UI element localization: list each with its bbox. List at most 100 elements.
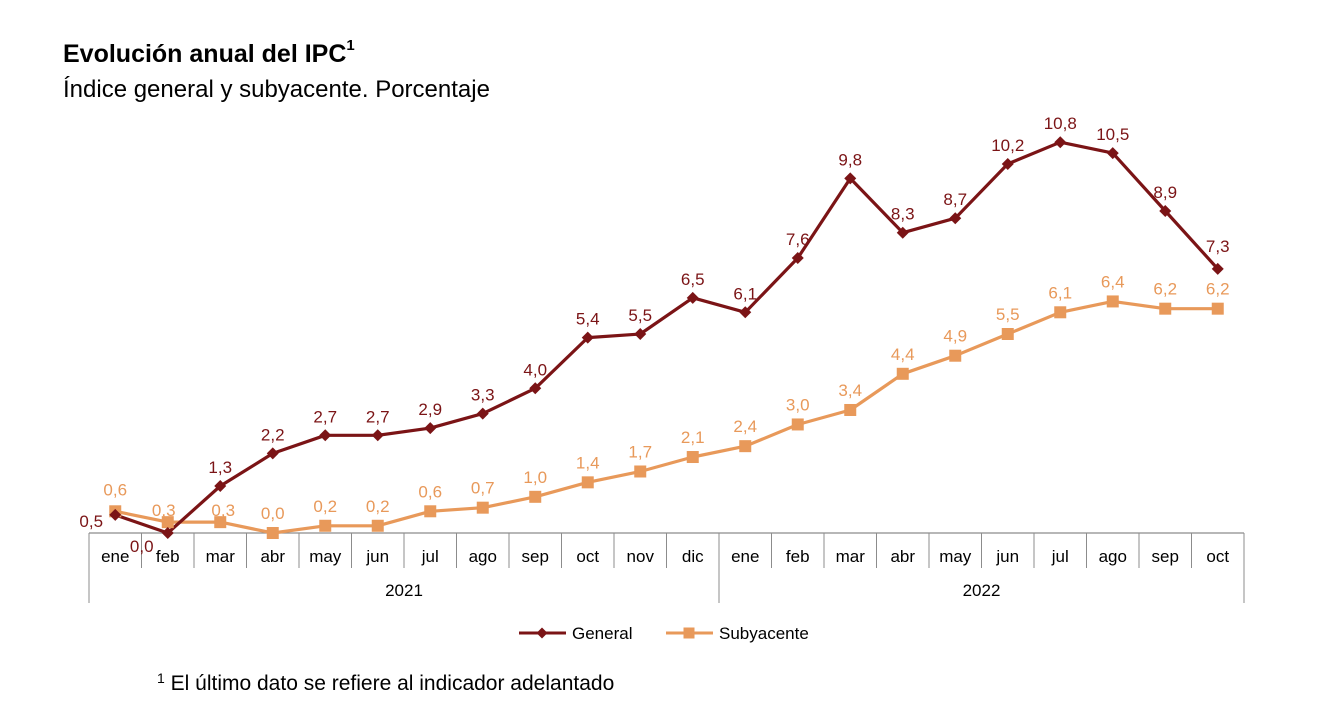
legend-label-general: General [572, 624, 632, 643]
data-label-general: 10,8 [1044, 114, 1077, 133]
x-tick-label: feb [786, 547, 810, 566]
data-point-general [844, 172, 857, 185]
data-point-general [949, 212, 962, 225]
x-tick-label: mar [206, 547, 236, 566]
data-point-general [371, 429, 384, 442]
data-label-subyacente: 6,2 [1153, 280, 1177, 299]
data-point-subyacente [896, 367, 909, 380]
x-tick-label: mar [836, 547, 866, 566]
x-tick-label: nov [627, 547, 655, 566]
data-label-general: 9,8 [838, 150, 862, 169]
footnote: 1 El último dato se refiere al indicador… [157, 670, 615, 696]
x-tick-label: jun [995, 547, 1019, 566]
x-tick-label: feb [156, 547, 180, 566]
year-label: 2021 [385, 581, 423, 600]
x-tick-label: ene [101, 547, 129, 566]
x-tick-label: may [939, 547, 972, 566]
series-line-subyacente [114, 299, 1218, 535]
data-label-general: 8,3 [891, 205, 915, 224]
x-tick-label: abr [260, 547, 285, 566]
data-point-general [1211, 262, 1224, 275]
data-point-general [896, 226, 909, 239]
data-point-subyacente [844, 403, 857, 416]
footnote-text: El último dato se refiere al indicador a… [170, 672, 615, 695]
data-point-subyacente [949, 349, 962, 362]
data-label-subyacente: 4,9 [943, 327, 967, 346]
data-label-subyacente: 6,1 [1048, 283, 1072, 302]
x-tick-label: sep [522, 547, 549, 566]
data-point-general [161, 527, 174, 539]
data-label-subyacente: 3,4 [838, 381, 862, 400]
data-point-general [319, 429, 332, 442]
data-point-subyacente [319, 519, 332, 532]
data-label-general: 3,3 [471, 386, 495, 405]
data-point-general [424, 422, 437, 435]
data-label-general: 2,7 [313, 407, 337, 426]
data-label-subyacente: 1,7 [628, 442, 652, 461]
data-point-subyacente [634, 465, 647, 478]
data-label-subyacente: 6,2 [1206, 280, 1230, 299]
data-label-subyacente: 0,2 [313, 497, 337, 516]
data-label-subyacente: 0,0 [261, 504, 285, 523]
data-label-subyacente: 5,5 [996, 305, 1020, 324]
data-point-subyacente [214, 516, 227, 529]
x-tick-label: ago [1099, 547, 1127, 566]
data-label-general: 2,7 [366, 407, 390, 426]
data-label-subyacente: 0,2 [366, 497, 390, 516]
data-label-subyacente: 4,4 [891, 345, 915, 364]
data-label-subyacente: 2,4 [733, 417, 757, 436]
chart-title: Evolución anual del IPC1 [63, 37, 355, 69]
x-tick-label: sep [1152, 547, 1179, 566]
data-label-general: 2,9 [418, 400, 442, 419]
x-tick-label: jul [1051, 547, 1069, 566]
data-label-general: 6,1 [733, 284, 757, 303]
chart-title-text: Evolución anual del IPC [63, 40, 347, 68]
data-point-general [529, 382, 542, 395]
x-tick-label: dic [682, 547, 704, 566]
legend-label-subyacente: Subyacente [719, 624, 809, 643]
data-label-general: 2,2 [261, 425, 285, 444]
data-label-subyacente: 0,3 [211, 501, 235, 520]
x-tick-label: oct [1206, 547, 1229, 566]
data-label-subyacente: 6,4 [1101, 272, 1125, 291]
x-tick-label: ene [731, 547, 759, 566]
x-tick-label: may [309, 547, 342, 566]
data-point-subyacente [529, 490, 542, 503]
data-point-general [476, 407, 489, 420]
data-point-subyacente [1001, 328, 1014, 340]
data-label-subyacente: 0,3 [152, 501, 176, 520]
data-label-subyacente: 1,0 [523, 468, 547, 487]
data-point-general [739, 306, 752, 319]
data-point-subyacente [791, 418, 804, 431]
year-label: 2022 [963, 581, 1001, 600]
data-label-general: 8,9 [1153, 183, 1177, 202]
data-point-subyacente [1106, 295, 1119, 308]
x-tick-label: oct [576, 547, 599, 566]
data-point-general [686, 291, 699, 304]
data-point-general [214, 479, 227, 492]
chart-subtitle: Índice general y subyacente. Porcentaje [63, 76, 490, 103]
data-point-subyacente [1211, 302, 1224, 315]
data-point-subyacente [266, 527, 279, 539]
data-label-general: 0,5 [79, 512, 103, 531]
data-label-subyacente: 3,0 [786, 395, 810, 414]
data-label-subyacente: 0,6 [418, 482, 442, 501]
data-point-general [109, 508, 122, 521]
data-label-general: 5,4 [576, 310, 600, 329]
x-tick-label: ago [469, 547, 497, 566]
data-point-general [1106, 147, 1119, 160]
data-label-general: 1,3 [208, 458, 232, 477]
footnote-mark: 1 [157, 670, 165, 686]
data-label-subyacente: 1,4 [576, 453, 600, 472]
data-label-general: 4,0 [523, 360, 547, 379]
chart-title-footnote-mark: 1 [346, 37, 355, 54]
data-point-subyacente [581, 476, 594, 489]
data-point-general [791, 252, 804, 265]
data-label-general: 8,7 [943, 190, 967, 209]
x-tick-label: jun [365, 547, 389, 566]
data-label-general: 5,5 [628, 306, 652, 325]
series-line-general [114, 140, 1219, 535]
x-tick-label: jul [421, 547, 439, 566]
data-point-subyacente [1054, 306, 1067, 319]
